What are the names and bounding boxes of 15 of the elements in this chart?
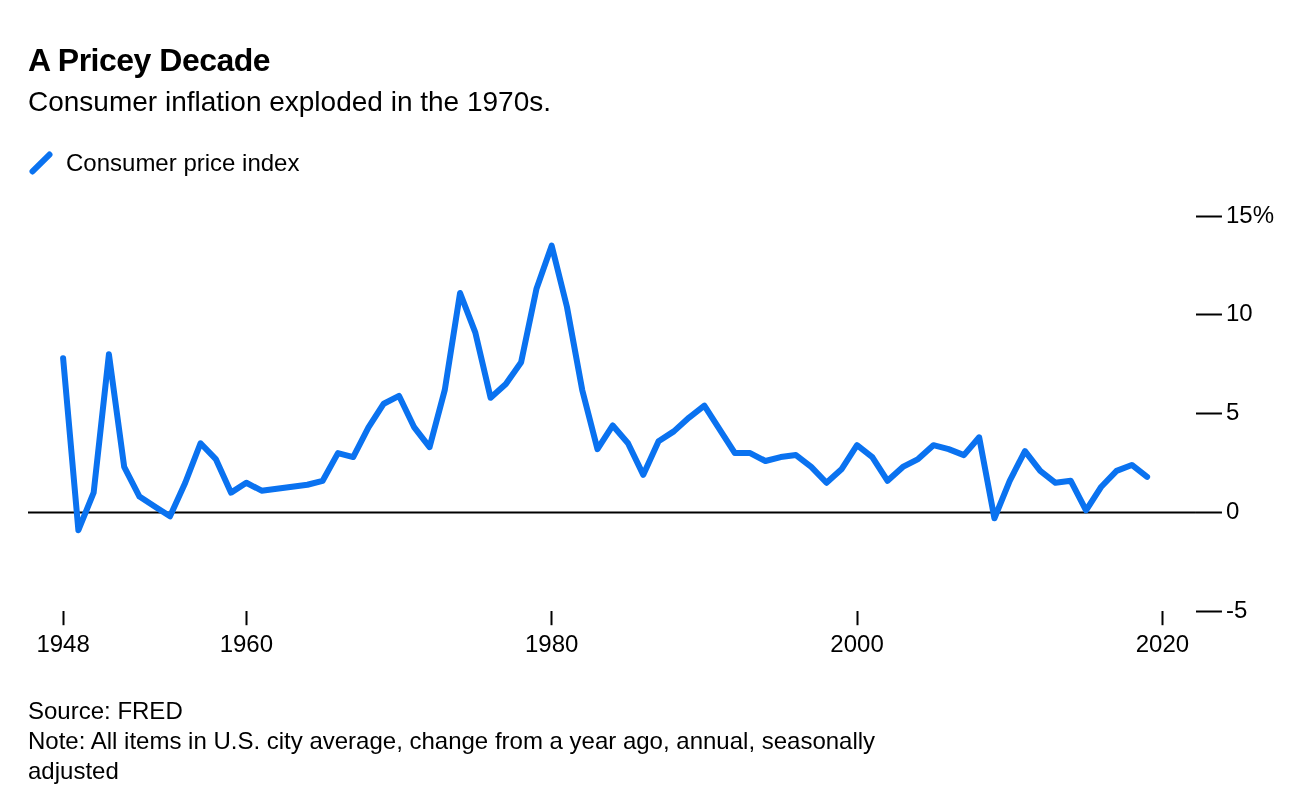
- x-tick-label: 1948: [36, 630, 90, 658]
- x-tick-label: 1980: [524, 630, 579, 658]
- y-tick-label: 0: [1225, 497, 1240, 525]
- source-note: Source: FRED: [28, 696, 184, 726]
- legend-label: Consumer price index: [66, 149, 300, 177]
- y-tick-label: -5: [1225, 595, 1248, 623]
- chart-title: A Pricey Decade: [28, 42, 271, 79]
- y-tick-label: 15%: [1225, 200, 1275, 228]
- x-tick-label: 2020: [1135, 630, 1190, 658]
- x-tick-label: 1960: [219, 630, 274, 658]
- chart-subtitle: Consumer inflation exploded in the 1970s.: [28, 86, 552, 118]
- y-tick-label: 5: [1225, 398, 1240, 426]
- text: Note: All items in U.S. city average, change from a year ago, annual, seasonally adjusted: [28, 726, 877, 786]
- x-tick-label: 2000: [830, 630, 884, 658]
- y-tick-label: 10: [1225, 299, 1253, 327]
